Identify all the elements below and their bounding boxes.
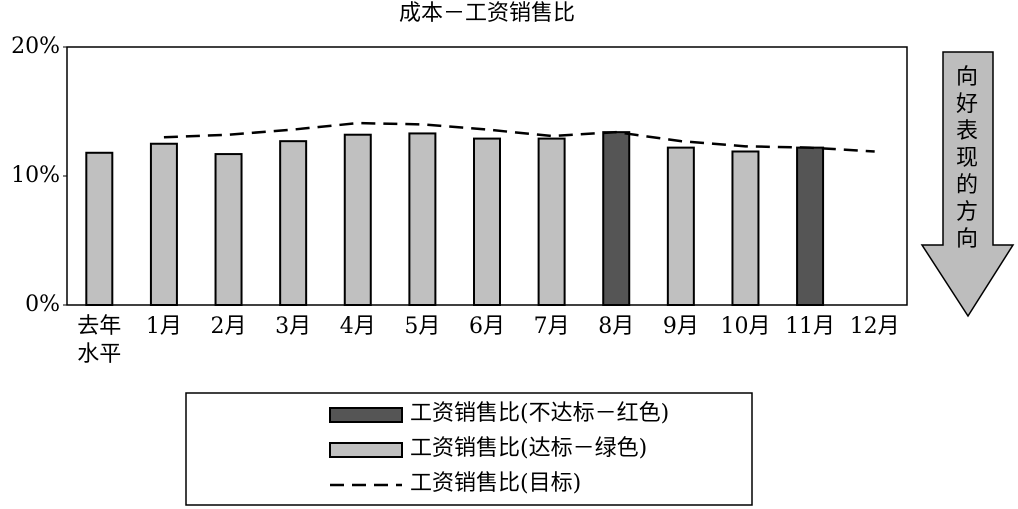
bar: [796, 146, 825, 306]
x-tick-label: 2月: [210, 314, 247, 339]
x-tick-label: 11月: [785, 314, 836, 339]
legend-label: 工资销售比(不达标－红色): [410, 401, 670, 426]
bar: [279, 140, 308, 306]
target-line: [163, 121, 875, 153]
bar: [731, 150, 760, 306]
bar: [149, 142, 178, 306]
legend-label: 工资销售比(达标－绿色): [410, 436, 648, 461]
bar: [602, 131, 631, 306]
bar: [666, 146, 695, 306]
annotation: 向好表现的方向: [956, 65, 979, 252]
x-tick-label: 7月: [533, 314, 570, 339]
x-tick-label: 1月: [145, 314, 182, 339]
y-tick-label: 10%: [11, 163, 60, 188]
x-tick-label: 8月: [598, 314, 635, 339]
bar: [343, 133, 372, 306]
legend-swatch: [329, 407, 403, 423]
x-tick-label: 去年水平: [77, 314, 122, 367]
bar: [473, 137, 501, 306]
bar: [408, 132, 437, 306]
x-tick-label: 4月: [339, 314, 376, 339]
bar: [85, 151, 114, 306]
legend-swatch: [329, 442, 403, 458]
x-tick-label: 12月: [849, 314, 900, 339]
x-tick-label: 5月: [404, 314, 441, 339]
x-tick-label: 10月: [720, 314, 771, 339]
x-tick-label: 3月: [275, 314, 312, 339]
x-tick-label: 9月: [662, 314, 699, 339]
bar: [537, 137, 566, 306]
direction-arrow: [920, 51, 1015, 318]
bar: [214, 153, 243, 306]
y-tick-label: 20%: [11, 34, 60, 59]
chart-title: 成本－工资销售比: [398, 1, 575, 26]
y-tick-label: 0%: [25, 292, 60, 317]
legend-label: 工资销售比(目标): [410, 471, 582, 496]
legend-frame: [185, 392, 753, 506]
x-tick-label: 6月: [469, 314, 505, 339]
